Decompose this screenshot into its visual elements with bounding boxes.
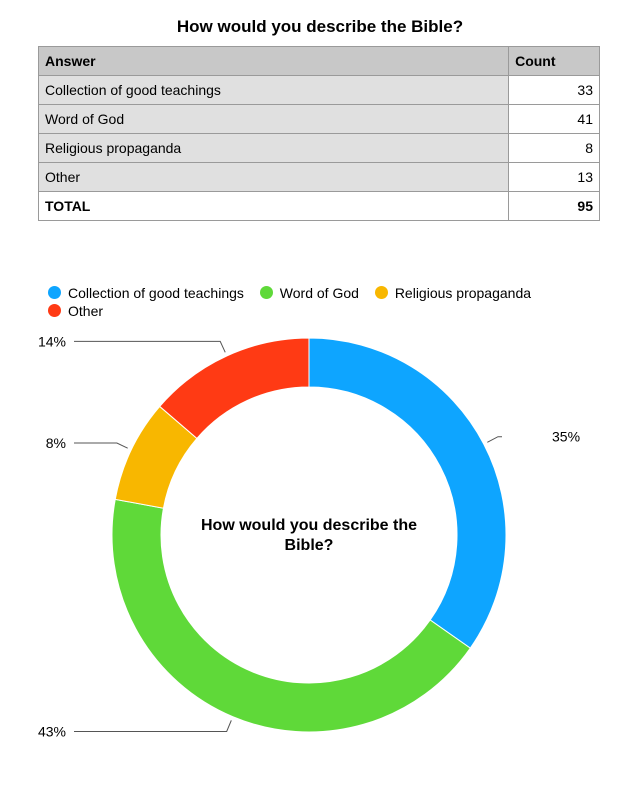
table-row: Collection of good teachings 33	[37, 75, 600, 105]
leader-line	[74, 720, 232, 732]
legend-swatch	[48, 286, 61, 299]
total-value: 95	[508, 191, 600, 221]
legend-label: Other	[68, 303, 104, 319]
leader-line	[74, 442, 128, 449]
table-title: How would you describe the Bible?	[176, 17, 464, 36]
chart-legend: Collection of good teachings Word of God…	[48, 284, 608, 320]
data-label: 14%	[38, 333, 66, 349]
total-row: TOTAL 95	[37, 191, 600, 221]
donut-slice	[111, 498, 471, 733]
data-label: 43%	[38, 723, 66, 739]
donut-slice	[159, 337, 310, 440]
legend-item: Collection of good teachings	[48, 284, 244, 302]
legend-swatch	[48, 304, 61, 317]
results-table: Answer Count Collection of good teaching…	[37, 46, 600, 221]
legend-item: Religious propaganda	[374, 284, 532, 302]
leader-line	[74, 340, 226, 353]
legend-label: Word of God	[279, 285, 359, 301]
count-cell: 33	[508, 75, 600, 105]
answer-cell: Religious propaganda	[37, 133, 510, 163]
table-row: Religious propaganda 8	[37, 133, 600, 163]
chart-title: How would you describe the Bible?	[200, 517, 418, 554]
count-column-header: Count	[508, 46, 600, 76]
count-cell: 13	[508, 162, 600, 192]
legend-item: Other	[48, 302, 103, 320]
data-label: 35%	[552, 429, 580, 445]
legend-label: Religious propaganda	[394, 285, 532, 301]
donut-slice	[308, 337, 507, 649]
leader-line	[487, 436, 502, 443]
table-row: Other 13	[37, 162, 600, 192]
table-header-row: Answer Count	[37, 46, 600, 76]
legend-swatch	[374, 286, 388, 299]
count-cell: 8	[508, 133, 600, 163]
legend-swatch	[259, 286, 273, 299]
answer-cell: Word of God	[37, 104, 510, 134]
data-label: 8%	[46, 435, 66, 451]
total-label: TOTAL	[37, 191, 510, 221]
legend-label: Collection of good teachings	[68, 285, 244, 301]
answer-cell: Collection of good teachings	[37, 75, 510, 105]
legend-item: Word of God	[259, 284, 359, 302]
answer-cell: Other	[37, 162, 510, 192]
table-row: Word of God 41	[37, 104, 600, 134]
